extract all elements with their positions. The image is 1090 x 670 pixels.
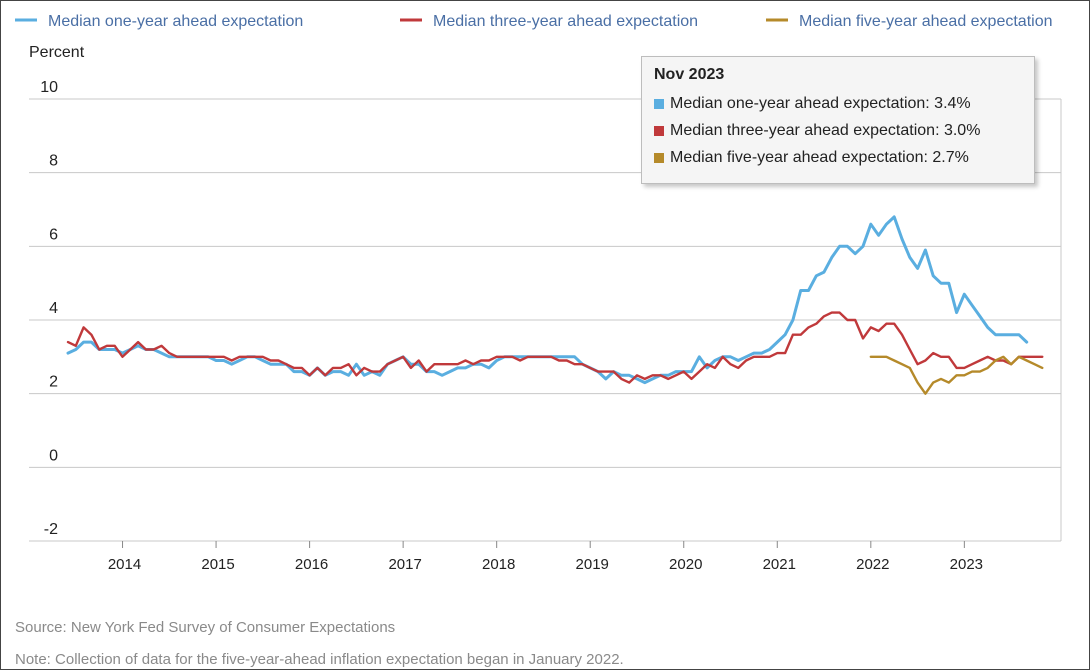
x-tick-label: 2021 xyxy=(763,556,796,573)
x-tick-label: 2020 xyxy=(669,556,702,573)
tooltip-row-five-year: Median five-year ahead expectation: 2.7% xyxy=(654,144,1022,171)
y-tick-label: 2 xyxy=(49,374,58,391)
five-year-swatch xyxy=(654,152,664,163)
three-year-swatch xyxy=(654,125,664,136)
tooltip-title: Nov 2023 xyxy=(654,66,725,83)
footnote: Note: Collection of data for the five-ye… xyxy=(15,651,624,668)
five-year-series-line xyxy=(869,355,1044,395)
legend-three-year-label: Median three-year ahead expectation xyxy=(433,13,698,30)
y-tick-label: 10 xyxy=(40,79,58,96)
tooltip-label-three-year: Median three-year ahead expectation: 3.0… xyxy=(670,121,981,139)
y-tick-label: 6 xyxy=(49,226,58,243)
y-tick-label: 0 xyxy=(49,447,58,464)
tooltip-label-one-year: Median one-year ahead expectation: 3.4% xyxy=(670,94,971,112)
y-tick-label: 4 xyxy=(49,300,58,317)
x-tick-label: 2014 xyxy=(108,556,141,573)
x-tick-label: 2018 xyxy=(482,556,515,573)
source-note: Source: New York Fed Survey of Consumer … xyxy=(15,619,396,636)
x-tick-label: 2022 xyxy=(856,556,889,573)
x-tick-label: 2016 xyxy=(295,556,328,573)
x-tick-label: 2015 xyxy=(201,556,234,573)
tooltip-row-one-year: Median one-year ahead expectation: 3.4% xyxy=(654,90,1022,117)
legend-one-year-label: Median one-year ahead expectation xyxy=(48,13,303,30)
tooltip-label-five-year: Median five-year ahead expectation: 2.7% xyxy=(670,148,969,166)
legend-five-year-label: Median five-year ahead expectation xyxy=(799,13,1053,30)
hover-tooltip: Nov 2023 Median one-year ahead expectati… xyxy=(641,56,1035,184)
y-tick-label: 8 xyxy=(49,153,58,170)
x-tick-label: 2019 xyxy=(576,556,609,573)
x-tick-label: 2023 xyxy=(950,556,983,573)
three-year-series-line xyxy=(66,311,1044,384)
y-axis-label: Percent xyxy=(29,44,85,61)
y-tick-label: -2 xyxy=(44,521,58,538)
one-year-swatch xyxy=(654,98,664,109)
tooltip-row-three-year: Median three-year ahead expectation: 3.0… xyxy=(654,117,1022,144)
x-tick-label: 2017 xyxy=(388,556,421,573)
